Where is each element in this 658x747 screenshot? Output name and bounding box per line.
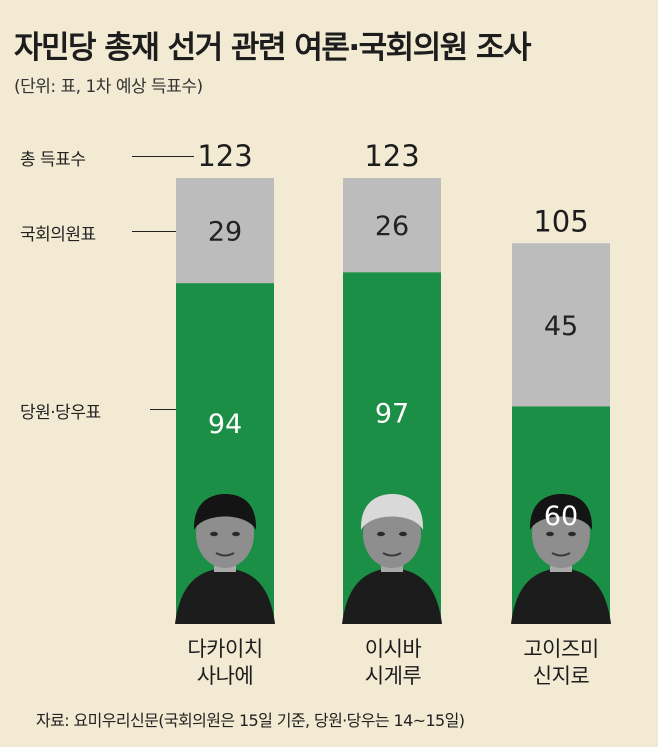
- candidate-name-2: 이시바 시게루: [328, 636, 458, 690]
- leader-line-total: [132, 156, 194, 157]
- value-label-lawmakers-3: 45: [544, 311, 578, 342]
- candidate-photo-1: [175, 494, 275, 624]
- bar-lawmakers-1: [176, 178, 274, 284]
- label-total-votes: 총 득표수: [20, 150, 86, 170]
- label-lawmaker-votes: 국회의원표: [20, 225, 96, 245]
- value-label-members-3: 60: [544, 501, 578, 532]
- stacked-bar-chart: 29 94 123 26 97 123 45 60 105: [175, 139, 611, 624]
- leader-line-members: [150, 409, 176, 410]
- candidate-3-line2: 신지로: [532, 664, 590, 688]
- candidate-name-1: 다카이치 사나에: [160, 636, 290, 690]
- source-note: 자료: 요미우리신문(국회의원은 15일 기준, 당원·당우는 14~15일): [36, 711, 465, 730]
- candidate-name-3: 고이즈미 신지로: [496, 636, 626, 690]
- candidate-1-line1: 다카이치: [187, 637, 263, 661]
- value-label-total-2: 123: [364, 139, 419, 173]
- bar-lawmakers-2: [343, 178, 441, 273]
- candidate-3-line1: 고이즈미: [523, 637, 599, 661]
- candidate-2-line2: 시게루: [364, 664, 422, 688]
- candidate-1-line2: 사나에: [196, 664, 254, 688]
- candidate-2-line1: 이시바: [364, 637, 422, 661]
- chart-title: 자민당 총재 선거 관련 여론·국회의원 조사: [14, 30, 532, 66]
- value-label-total-3: 105: [533, 204, 588, 238]
- value-label-lawmakers-2: 26: [375, 211, 409, 242]
- bar-lawmakers-3: [512, 243, 610, 407]
- leader-line-lawmakers: [132, 231, 176, 232]
- candidate-photo-3: [511, 494, 611, 624]
- value-label-total-1: 123: [197, 139, 252, 173]
- candidate-photo-2: [342, 494, 442, 624]
- value-label-members-2: 97: [375, 398, 409, 429]
- value-label-lawmakers-1: 29: [208, 217, 242, 248]
- chart-subtitle: (단위: 표, 1차 예상 득표수): [14, 77, 203, 97]
- value-label-members-1: 94: [208, 409, 242, 440]
- label-member-votes: 당원·당우표: [20, 403, 101, 423]
